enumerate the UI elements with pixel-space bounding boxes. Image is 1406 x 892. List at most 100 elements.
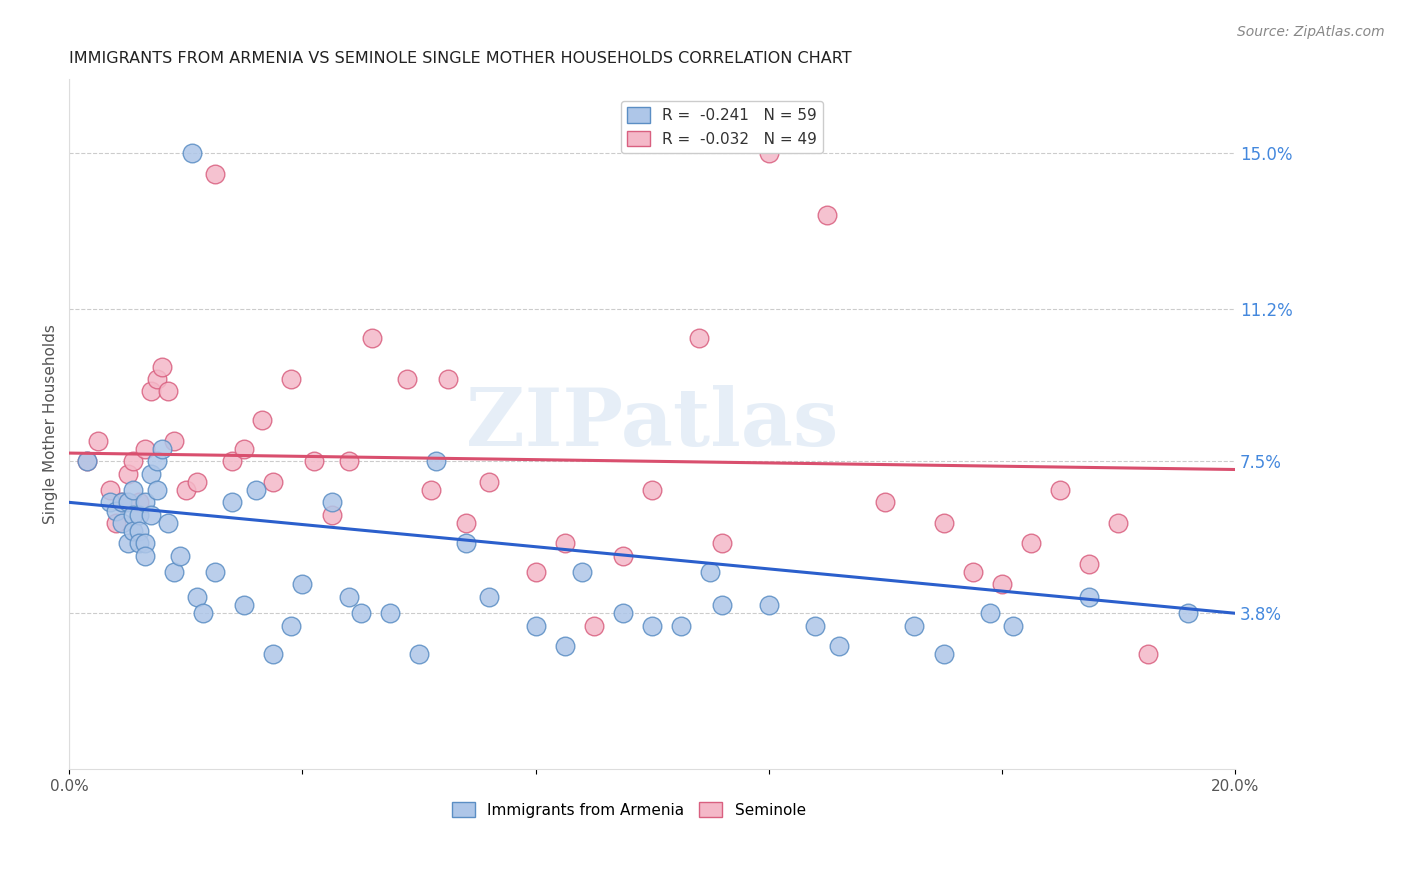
Point (87, 434, 110, 448)
Point (76, 454, 98, 468)
Point (554, 639, 576, 653)
Point (688, 331, 710, 345)
Point (478, 475, 501, 489)
Point (711, 598, 734, 612)
Point (979, 606, 1001, 620)
Point (302, 454, 325, 468)
Point (903, 618, 925, 632)
Point (1049, 483, 1071, 497)
Point (233, 598, 256, 612)
Point (122, 524, 145, 538)
Point (932, 516, 955, 530)
Point (163, 565, 186, 579)
Point (1002, 618, 1025, 632)
Point (98, 483, 121, 497)
Legend: Immigrants from Armenia, Seminole: Immigrants from Armenia, Seminole (446, 796, 811, 823)
Point (827, 639, 849, 653)
Point (128, 495, 150, 509)
Point (262, 648, 284, 662)
Point (139, 508, 162, 522)
Point (671, 618, 693, 632)
Point (1107, 516, 1129, 530)
Point (582, 618, 605, 632)
Point (454, 516, 477, 530)
Point (174, 483, 197, 497)
Point (280, 372, 302, 386)
Point (104, 503, 127, 517)
Point (571, 565, 593, 579)
Point (111, 495, 134, 509)
Point (221, 454, 243, 468)
Point (804, 618, 827, 632)
Point (612, 606, 634, 620)
Point (250, 413, 273, 427)
Point (524, 618, 547, 632)
Point (204, 167, 226, 181)
Point (758, 146, 780, 161)
Point (396, 372, 419, 386)
Point (1177, 606, 1199, 620)
Point (145, 454, 167, 468)
Point (98, 495, 121, 509)
Point (524, 565, 547, 579)
Point (262, 475, 284, 489)
Point (291, 577, 314, 591)
Point (104, 516, 127, 530)
Point (152, 442, 174, 456)
Point (117, 536, 139, 550)
Point (128, 508, 150, 522)
Point (122, 454, 145, 468)
Point (1019, 536, 1042, 550)
Point (991, 577, 1014, 591)
Point (711, 536, 734, 550)
Text: ZIPatlas: ZIPatlas (465, 385, 838, 463)
Point (134, 549, 156, 563)
Point (758, 598, 780, 612)
Point (554, 536, 576, 550)
Point (128, 524, 150, 538)
Point (163, 434, 186, 448)
Point (612, 549, 634, 563)
Point (337, 454, 360, 468)
Point (408, 648, 430, 662)
Point (128, 536, 150, 550)
Point (1136, 648, 1159, 662)
Point (186, 590, 208, 604)
Point (152, 359, 174, 374)
Point (337, 590, 360, 604)
Point (193, 606, 215, 620)
Point (134, 495, 156, 509)
Point (134, 536, 156, 550)
Point (245, 483, 267, 497)
Point (157, 516, 180, 530)
Point (875, 495, 897, 509)
Point (932, 648, 955, 662)
Point (134, 442, 156, 456)
Point (321, 495, 343, 509)
Point (204, 565, 226, 579)
Text: Source: ZipAtlas.com: Source: ZipAtlas.com (1237, 25, 1385, 39)
Point (280, 618, 302, 632)
Point (117, 495, 139, 509)
Point (145, 372, 167, 386)
Point (641, 483, 664, 497)
Point (111, 495, 134, 509)
Point (117, 467, 139, 481)
Point (169, 549, 191, 563)
Point (186, 475, 208, 489)
Point (145, 483, 167, 497)
Point (321, 508, 343, 522)
Point (454, 536, 477, 550)
Point (1078, 557, 1101, 571)
Point (815, 208, 838, 222)
Point (76, 454, 98, 468)
Point (419, 483, 441, 497)
Point (122, 508, 145, 522)
Point (699, 565, 721, 579)
Point (139, 384, 162, 399)
Point (221, 495, 243, 509)
Point (157, 384, 180, 399)
Point (180, 146, 202, 161)
Point (641, 618, 664, 632)
Point (1078, 590, 1101, 604)
